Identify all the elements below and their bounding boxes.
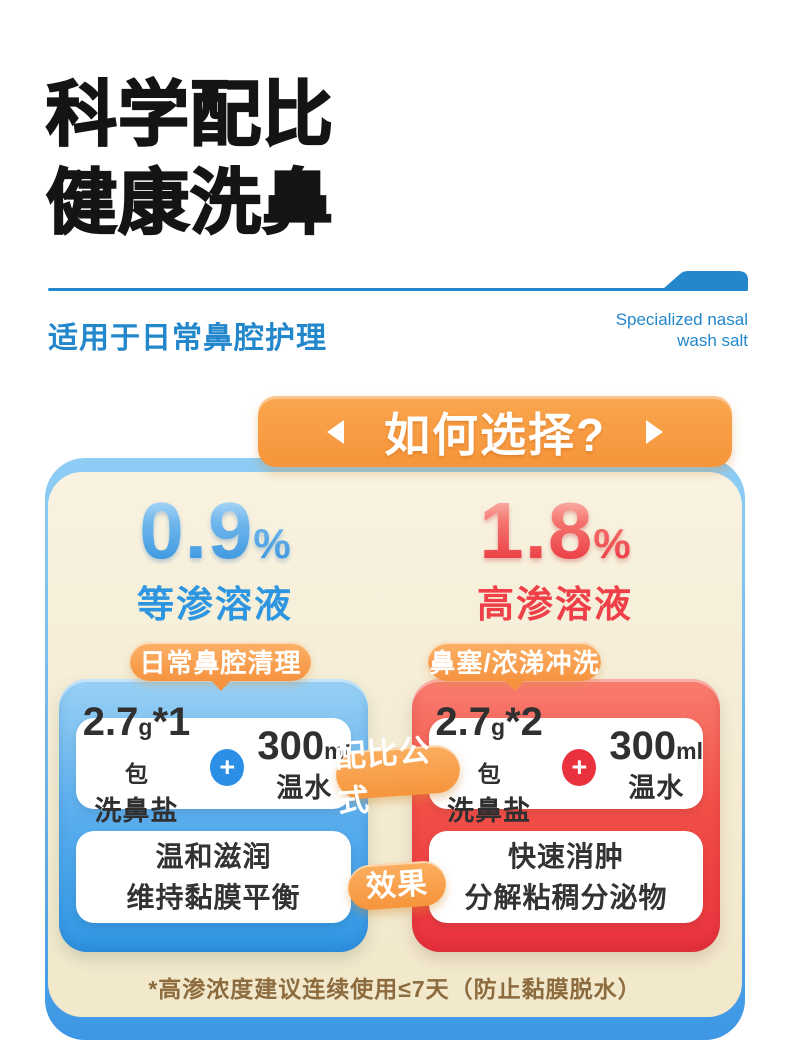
how-to-choose-banner: 如何选择? (258, 396, 732, 467)
hypertonic-percent: 1.8% (479, 490, 631, 572)
isotonic-water: 300ml 温水 (257, 725, 351, 803)
hypertonic-percent-value: 1.8 (479, 486, 594, 575)
hypertonic-header: 1.8% 高渗溶液 (390, 490, 720, 628)
footnote: *高渗浓度建议连续使用≤7天（防止黏膜脱水） (148, 976, 642, 1002)
hypertonic-salt-label: 洗鼻盐 (447, 796, 532, 826)
isotonic-percent-sign: % (253, 520, 291, 567)
hypertonic-salt-amount: 2.7g*2包 (435, 700, 543, 787)
isotonic-effect-line-1: 温和滋润 (155, 841, 272, 872)
isotonic-water-label: 温水 (276, 772, 333, 803)
tag-tail-icon (503, 679, 526, 691)
page-title-line-2: 健康洗鼻 (45, 163, 335, 244)
isotonic-usage-tag-label: 日常鼻腔清理 (139, 648, 302, 678)
isotonic-percent-value: 0.9 (139, 486, 254, 575)
hypertonic-effect-line-1: 快速消肿 (507, 841, 624, 872)
hypertonic-usage-tag-label: 鼻塞/浓涕冲洗 (429, 648, 600, 678)
hypertonic-percent-sign: % (593, 520, 631, 567)
tagline-english: Specialized nasal wash salt (448, 309, 748, 351)
divider-line (48, 288, 748, 291)
hypertonic-effect-text: 快速消肿 分解粘稠分泌物 (464, 836, 667, 918)
tagline-chinese: 适用于日常鼻腔护理 (48, 322, 327, 355)
hypertonic-water-amount: 300ml (609, 723, 703, 768)
isotonic-salt-amount: 2.7g*1包 (82, 700, 191, 787)
formula-row-label: 配比公式 (334, 733, 462, 819)
comparison-card: 0.9% 等渗溶液 1.8% 高渗溶液 日常鼻腔清理 鼻塞/浓涕冲洗 2.7g*… (45, 458, 745, 1040)
hypertonic-effect-box: 快速消肿 分解粘稠分泌物 (429, 831, 703, 923)
isotonic-effect-line-2: 维持黏膜平衡 (126, 882, 301, 913)
hypertonic-formula-box: 2.7g*2包 洗鼻盐 + 300ml 温水 (429, 701, 703, 826)
page-title: 科学配比 健康洗鼻 (45, 72, 335, 248)
isotonic-effect-text: 温和滋润 维持黏膜平衡 (126, 836, 300, 918)
isotonic-column-card: 2.7g*1包 洗鼻盐 + 300ml 温水 温和滋润 维持黏膜平衡 (59, 679, 368, 952)
arrow-right-icon (646, 419, 664, 444)
comparison-card-surface: 0.9% 等渗溶液 1.8% 高渗溶液 日常鼻腔清理 鼻塞/浓涕冲洗 2.7g*… (48, 472, 742, 1017)
tagline-english-line-1: Specialized nasal (615, 310, 748, 329)
hypertonic-salt: 2.7g*2包 洗鼻盐 (429, 701, 549, 826)
arrow-left-icon (326, 419, 344, 444)
page-title-line-1: 科学配比 (45, 75, 335, 156)
hypertonic-water: 300ml 温水 (609, 725, 703, 803)
hypertonic-usage-tag: 鼻塞/浓涕冲洗 (428, 642, 601, 691)
isotonic-header: 0.9% 等渗溶液 (50, 490, 380, 628)
hypertonic-formula: 2.7g*2包 洗鼻盐 + 300ml 温水 (429, 701, 703, 826)
isotonic-formula-box: 2.7g*1包 洗鼻盐 + 300ml 温水 (76, 701, 351, 826)
hypertonic-column-card: 2.7g*2包 洗鼻盐 + 300ml 温水 快速消肿 分解粘稠分泌物 (412, 679, 720, 952)
plus-icon: + (562, 749, 597, 786)
hypertonic-name: 高渗溶液 (477, 584, 633, 625)
isotonic-percent: 0.9% (139, 490, 291, 572)
isotonic-salt: 2.7g*1包 洗鼻盐 (76, 701, 197, 826)
isotonic-formula: 2.7g*1包 洗鼻盐 + 300ml 温水 (76, 701, 351, 826)
effect-row-label: 效果 (346, 859, 448, 912)
tag-tail-icon (209, 679, 232, 691)
isotonic-effect-box: 温和滋润 维持黏膜平衡 (76, 831, 351, 923)
banner-label: 如何选择? (383, 408, 607, 461)
isotonic-usage-tag: 日常鼻腔清理 (130, 642, 311, 691)
divider-flag-shape (663, 271, 748, 289)
isotonic-name: 等渗溶液 (137, 584, 293, 625)
hypertonic-water-label: 温水 (628, 772, 685, 803)
isotonic-salt-label: 洗鼻盐 (94, 796, 179, 826)
hypertonic-effect-line-2: 分解粘稠分泌物 (464, 882, 668, 913)
plus-icon: + (210, 749, 245, 786)
tagline-english-line-2: wash salt (677, 331, 748, 350)
